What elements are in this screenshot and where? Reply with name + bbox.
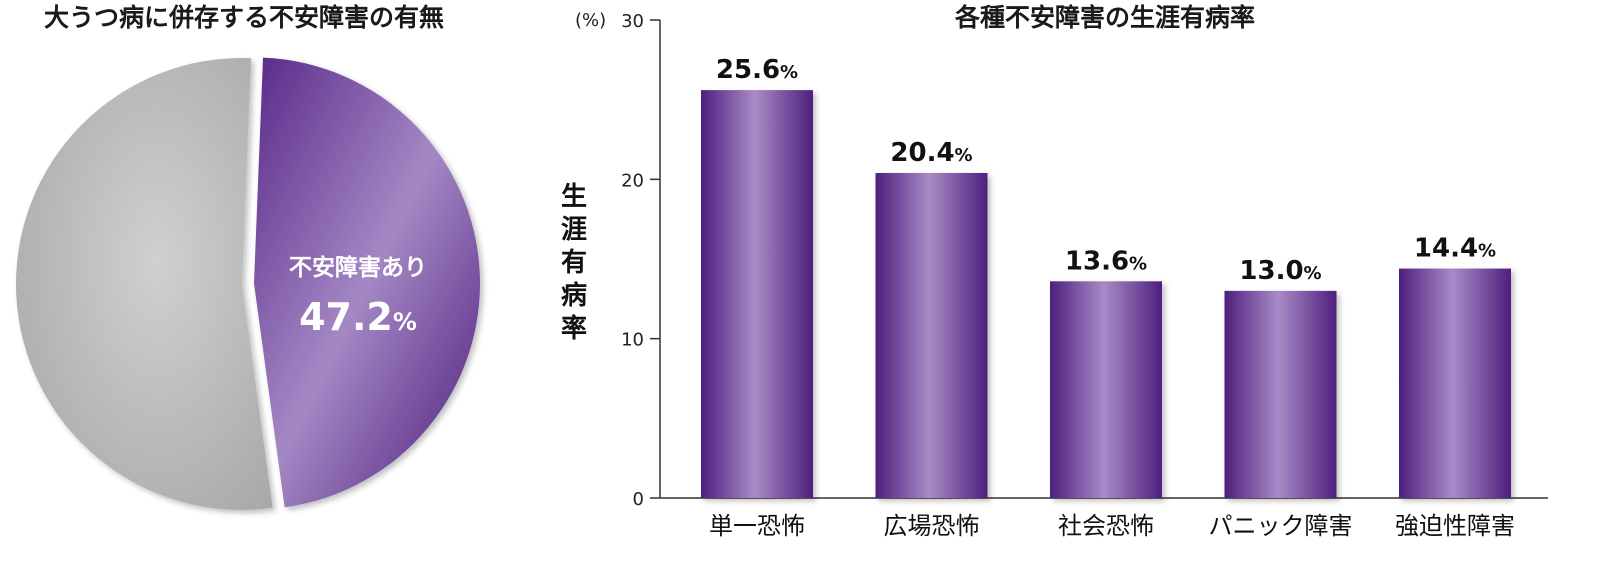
bar-value-number: 20.4 (890, 138, 954, 168)
bar-series: 25.6% 単一恐怖 20.4% 広場恐怖 13.6% 社会恐怖 13.0% パニック障害 14… (701, 55, 1515, 540)
y-tick-label: 30 (621, 11, 644, 32)
pie-slice-other (15, 57, 273, 510)
bar-value-unit: % (1478, 241, 1496, 262)
x-category-label: 社会恐怖 (1058, 512, 1154, 540)
y-unit-label: (%) (575, 10, 606, 31)
bar-value-number: 25.6 (716, 55, 780, 85)
y-tick-label: 10 (621, 330, 644, 351)
y-axis-label-char: 生 (561, 182, 587, 212)
bar (1399, 268, 1511, 498)
pie-chart (15, 57, 480, 510)
bar-value-unit: % (780, 62, 798, 83)
pie-slice-label: 不安障害あり (289, 254, 427, 281)
bar-value-number: 13.6 (1065, 246, 1129, 276)
x-category-label: パニック障害 (1209, 512, 1353, 540)
bar-title: 各種不安障害の生涯有病率 (954, 3, 1255, 32)
y-axis-label-char: 病 (561, 281, 587, 311)
bar-value-label: 20.4% (890, 138, 972, 168)
y-tick-label: 0 (633, 489, 644, 510)
bar-value-number: 13.0 (1239, 256, 1303, 286)
bar-value-label: 14.4% (1414, 234, 1496, 264)
pie-slice-anxiety (253, 57, 480, 508)
y-axis-label-char: 有 (561, 248, 587, 278)
bar-value-unit: % (955, 145, 973, 166)
pie-title: 大うつ病に併存する不安障害の有無 (44, 3, 444, 32)
bar-value-unit: % (1304, 263, 1322, 284)
pie-slice-value: 47.2% (299, 295, 417, 339)
bar-value-label: 13.6% (1065, 246, 1147, 276)
bar-value-label: 25.6% (716, 55, 798, 85)
x-category-label: 強迫性障害 (1395, 512, 1515, 540)
x-category-label: 単一恐怖 (709, 512, 805, 540)
x-category-label: 広場恐怖 (884, 512, 980, 540)
bar-value-label: 13.0% (1239, 256, 1321, 286)
bar (1224, 290, 1337, 498)
bar (701, 90, 813, 499)
pie-slice-value-unit: % (393, 308, 417, 336)
y-tick-label: 20 (621, 170, 644, 191)
bar (1050, 281, 1162, 498)
y-axis-label-char: 率 (561, 313, 587, 344)
y-axis-label-char: 涯 (561, 215, 587, 245)
bar-value-unit: % (1129, 253, 1147, 274)
y-axis-label: 生涯有病率 (561, 182, 587, 344)
pie-slice-value-number: 47.2 (299, 295, 393, 339)
bar-value-number: 14.4 (1414, 234, 1478, 264)
bar (875, 172, 988, 498)
